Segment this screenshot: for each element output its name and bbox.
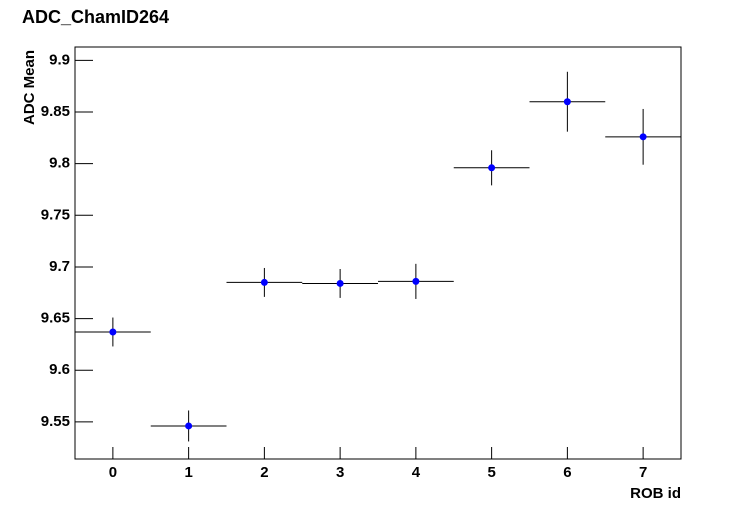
data-point bbox=[260, 278, 268, 286]
data-point bbox=[185, 422, 193, 430]
data-point bbox=[563, 98, 571, 106]
y-tick-label: 9.65 bbox=[41, 310, 70, 327]
x-tick-label: 6 bbox=[563, 464, 571, 481]
x-axis-label: ROB id bbox=[630, 485, 681, 502]
y-tick-label: 9.7 bbox=[49, 258, 70, 275]
plot-frame bbox=[74, 46, 682, 460]
data-point bbox=[336, 279, 344, 287]
y-tick-label: 9.55 bbox=[41, 413, 70, 430]
data-point bbox=[639, 133, 647, 141]
y-axis-label: ADC Mean bbox=[21, 50, 38, 125]
data-point bbox=[488, 164, 496, 172]
x-tick-label: 4 bbox=[412, 464, 421, 481]
x-tick-label: 0 bbox=[109, 464, 117, 481]
x-tick-label: 7 bbox=[639, 464, 647, 481]
x-tick-label: 1 bbox=[184, 464, 192, 481]
y-tick-label: 9.6 bbox=[49, 361, 70, 378]
y-tick-label: 9.8 bbox=[49, 155, 70, 172]
x-tick-label: 3 bbox=[336, 464, 344, 481]
y-tick-label: 9.75 bbox=[41, 206, 70, 223]
x-tick-label: 2 bbox=[260, 464, 268, 481]
x-tick-label: 5 bbox=[487, 464, 495, 481]
data-point bbox=[412, 277, 420, 285]
data-point bbox=[109, 328, 117, 336]
y-tick-label: 9.85 bbox=[41, 103, 70, 120]
chart-title: ADC_ChamID264 bbox=[22, 7, 169, 27]
y-tick-label: 9.9 bbox=[49, 51, 70, 68]
